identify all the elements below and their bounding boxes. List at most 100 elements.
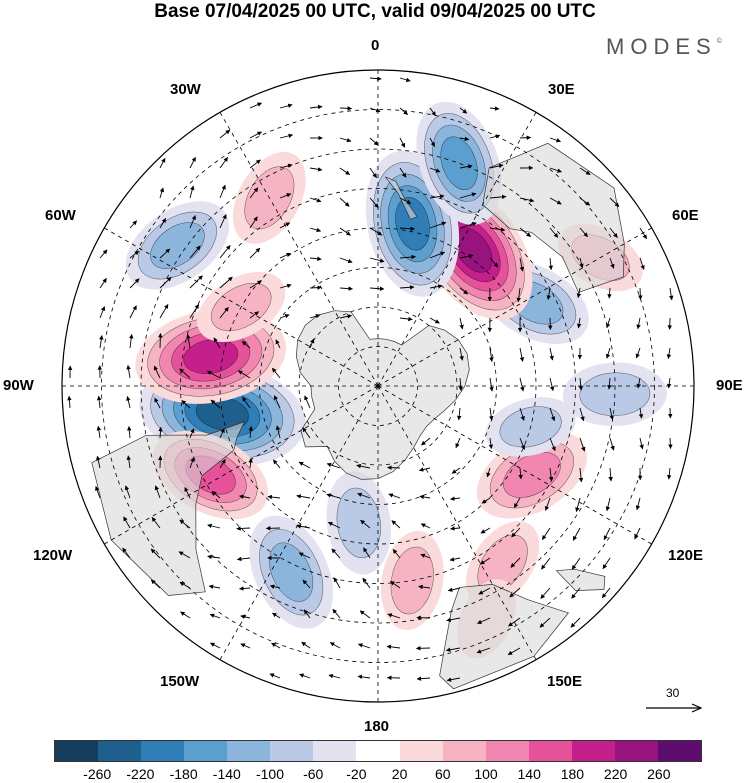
wind-arrow bbox=[309, 167, 323, 172]
wind-arrow bbox=[609, 227, 618, 238]
wind-arrow bbox=[159, 157, 166, 169]
wind-arrow bbox=[369, 167, 377, 179]
wind-arrow bbox=[510, 557, 521, 568]
wind-arrow bbox=[429, 137, 435, 147]
wind-arrow bbox=[429, 167, 441, 173]
wind-arrow bbox=[429, 317, 440, 324]
wind-arrow bbox=[391, 520, 401, 529]
wind-arrow bbox=[271, 642, 281, 649]
lon-label-150w: 150W bbox=[160, 673, 200, 690]
wind-arrow bbox=[369, 286, 385, 291]
wind-arrow bbox=[458, 377, 463, 392]
wind-arrow bbox=[608, 467, 613, 482]
wind-arrow bbox=[489, 134, 501, 139]
wind-arrow bbox=[239, 586, 251, 591]
wind-arrow bbox=[519, 347, 525, 362]
wind-arrow bbox=[275, 339, 281, 349]
wind-arrow bbox=[571, 587, 581, 599]
wind-arrow bbox=[489, 194, 507, 200]
wind-arrow bbox=[249, 187, 259, 199]
colorbar-swatch bbox=[55, 741, 99, 761]
wind-arrow bbox=[607, 287, 612, 299]
wind-arrow bbox=[639, 227, 647, 240]
wind-arrow bbox=[399, 167, 407, 178]
wind-arrow bbox=[296, 494, 311, 499]
wind-arrow bbox=[219, 129, 231, 139]
wind-arrow bbox=[369, 137, 379, 146]
wind-arrow bbox=[579, 227, 588, 238]
colorbar-swatch bbox=[571, 741, 615, 761]
wind-arrow bbox=[219, 245, 231, 259]
wind-arrow bbox=[219, 428, 225, 439]
wind-arrow bbox=[332, 608, 341, 619]
wind-arrow bbox=[303, 609, 311, 619]
wind-arrow bbox=[189, 245, 201, 259]
wind-arrow bbox=[459, 221, 477, 229]
colorbar-swatch bbox=[270, 741, 314, 761]
wind-arrow bbox=[549, 137, 562, 143]
wind-arrow bbox=[123, 516, 131, 529]
latitude-circle bbox=[338, 346, 418, 426]
wind-arrow bbox=[159, 248, 171, 259]
wind-arrow bbox=[549, 377, 555, 392]
wind-arrow bbox=[446, 617, 461, 623]
lon-label-30w: 30W bbox=[170, 81, 201, 98]
wind-arrow bbox=[179, 368, 191, 379]
wind-arrow bbox=[186, 333, 191, 349]
wind-arrow bbox=[635, 497, 641, 511]
reference-vector-value: 30 bbox=[666, 686, 680, 700]
wind-vectors bbox=[67, 76, 674, 682]
wind-arrow bbox=[269, 584, 281, 589]
wind-arrow bbox=[189, 156, 196, 169]
wind-arrow bbox=[154, 485, 161, 499]
wind-arrow bbox=[399, 316, 413, 322]
colorbar-swatch bbox=[442, 741, 486, 761]
wind-arrow bbox=[129, 278, 140, 289]
wind-arrow bbox=[219, 306, 229, 319]
wind-arrow bbox=[240, 643, 251, 649]
wind-arrow bbox=[309, 104, 323, 110]
wind-arrow bbox=[151, 517, 161, 529]
lon-label-120e: 120E bbox=[668, 547, 704, 564]
wind-arrow bbox=[418, 584, 431, 590]
wind-arrow bbox=[357, 643, 371, 649]
wind-arrow bbox=[99, 306, 106, 319]
reference-vector: 30 bbox=[640, 686, 710, 716]
wind-arrow bbox=[636, 377, 641, 389]
wind-arrow bbox=[579, 257, 584, 269]
colorbar-ticks: -260 -220 -180 -140 -100 -60 -20 20 60 100 140 180 2… bbox=[0, 766, 750, 783]
wind-arrow bbox=[388, 493, 401, 499]
wind-arrow bbox=[208, 584, 221, 590]
wind-arrow bbox=[249, 102, 263, 109]
anomaly-contour bbox=[440, 136, 478, 190]
wind-arrow bbox=[369, 107, 381, 113]
wind-arrow bbox=[180, 611, 191, 619]
wind-arrow bbox=[189, 185, 195, 199]
wind-arrow bbox=[459, 192, 477, 199]
wind-arrow bbox=[357, 674, 371, 680]
wind-arrow bbox=[339, 286, 353, 291]
wind-arrow bbox=[298, 552, 311, 559]
brand-name: MODES bbox=[606, 34, 717, 59]
wind-arrow bbox=[279, 193, 292, 199]
wind-arrow bbox=[579, 197, 591, 206]
colorbar-swatch bbox=[485, 741, 529, 761]
wind-arrow bbox=[489, 106, 500, 111]
wind-arrow bbox=[129, 250, 140, 259]
lon-label-180: 180 bbox=[364, 718, 390, 735]
wind-arrow bbox=[603, 527, 611, 541]
wind-arrow bbox=[420, 553, 431, 559]
wind-arrow bbox=[549, 197, 562, 205]
wind-arrow bbox=[219, 214, 227, 229]
wind-arrow bbox=[249, 131, 262, 139]
wind-arrow bbox=[209, 613, 221, 619]
wind-arrow bbox=[159, 276, 172, 289]
anomaly-contour bbox=[183, 339, 239, 374]
lon-label-30e: 30E bbox=[548, 81, 575, 98]
wind-arrow bbox=[609, 197, 620, 208]
wind-arrow bbox=[150, 548, 161, 559]
wind-arrow bbox=[666, 377, 672, 389]
wind-arrow bbox=[309, 256, 322, 262]
wind-arrow bbox=[459, 107, 468, 114]
